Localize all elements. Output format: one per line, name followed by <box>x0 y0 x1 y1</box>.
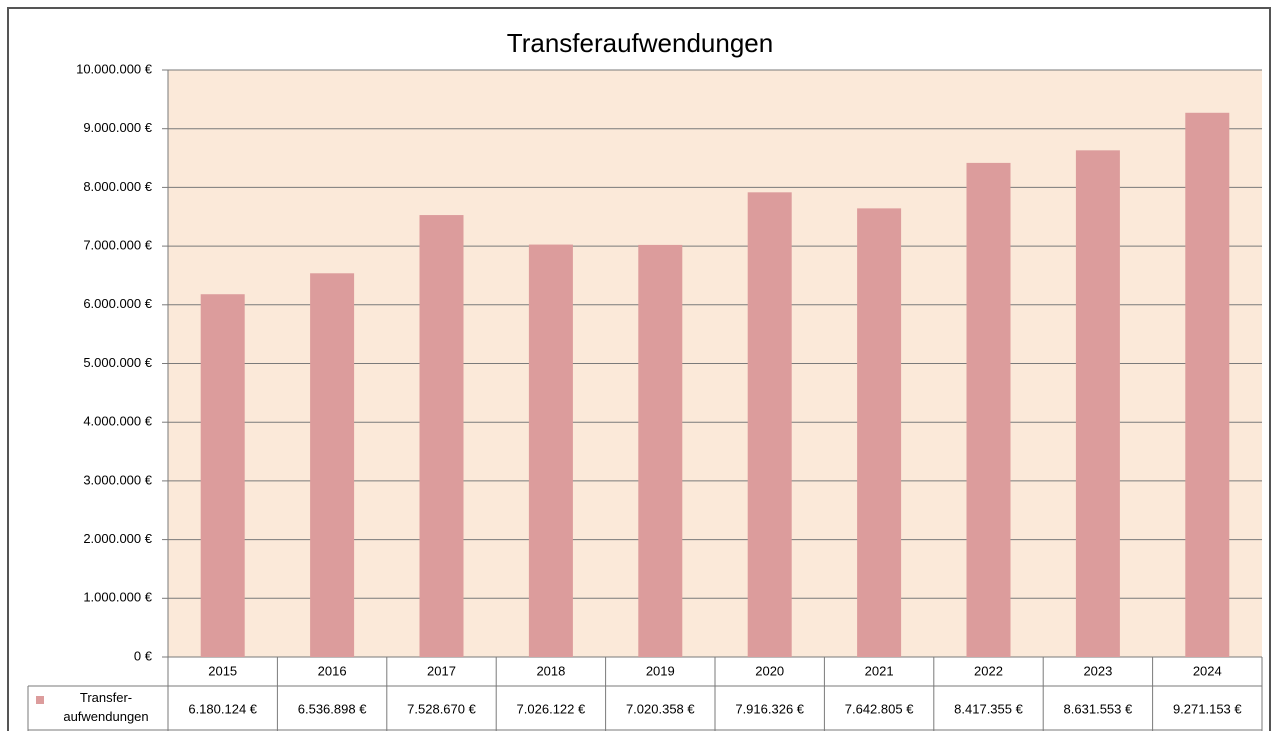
y-tick-label: 0 € <box>134 648 153 663</box>
x-tick-label: 2018 <box>536 663 565 678</box>
y-tick-label: 9.000.000 € <box>83 120 152 135</box>
table-value: 7.528.670 € <box>407 701 476 716</box>
bar <box>747 192 792 658</box>
y-tick-label: 3.000.000 € <box>83 472 152 487</box>
table-value: 7.642.805 € <box>845 701 914 716</box>
x-tick-label: 2017 <box>427 663 456 678</box>
y-tick-label: 7.000.000 € <box>83 238 152 253</box>
table-value: 7.020.358 € <box>626 701 695 716</box>
y-tick-label: 10.000.000 € <box>76 61 153 76</box>
x-tick-label: 2022 <box>974 663 1003 678</box>
x-tick-label: 2020 <box>755 663 784 678</box>
table-value: 8.417.355 € <box>954 701 1023 716</box>
y-tick-label: 1.000.000 € <box>83 590 152 605</box>
table-value: 7.916.326 € <box>735 701 804 716</box>
legend-marker <box>36 696 44 704</box>
x-tick-label: 2024 <box>1193 663 1222 678</box>
bar <box>857 208 902 657</box>
bar <box>638 244 683 658</box>
x-tick-label: 2021 <box>865 663 894 678</box>
table-value: 8.631.553 € <box>1064 701 1133 716</box>
y-tick-label: 2.000.000 € <box>83 531 152 546</box>
table-value: 9.271.153 € <box>1173 701 1242 716</box>
bar <box>1185 112 1230 657</box>
x-tick-label: 2016 <box>318 663 347 678</box>
bar <box>310 273 355 657</box>
chart-title: Transferaufwendungen <box>507 28 773 58</box>
table-value: 7.026.122 € <box>517 701 586 716</box>
legend-label: Transfer- aufwendungen <box>63 690 149 724</box>
bar <box>528 244 573 657</box>
x-tick-label: 2023 <box>1083 663 1112 678</box>
x-tick-label: 2015 <box>208 663 237 678</box>
table-value: 6.536.898 € <box>298 701 367 716</box>
bar <box>966 162 1011 658</box>
y-tick-label: 8.000.000 € <box>83 179 152 194</box>
bar <box>200 294 245 657</box>
y-tick-label: 4.000.000 € <box>83 414 152 429</box>
y-tick-label: 5.000.000 € <box>83 355 152 370</box>
x-tick-label: 2019 <box>646 663 675 678</box>
y-tick-label: 6.000.000 € <box>83 296 152 311</box>
bar <box>419 215 464 657</box>
bar <box>1075 150 1120 658</box>
table-value: 6.180.124 € <box>188 701 257 716</box>
